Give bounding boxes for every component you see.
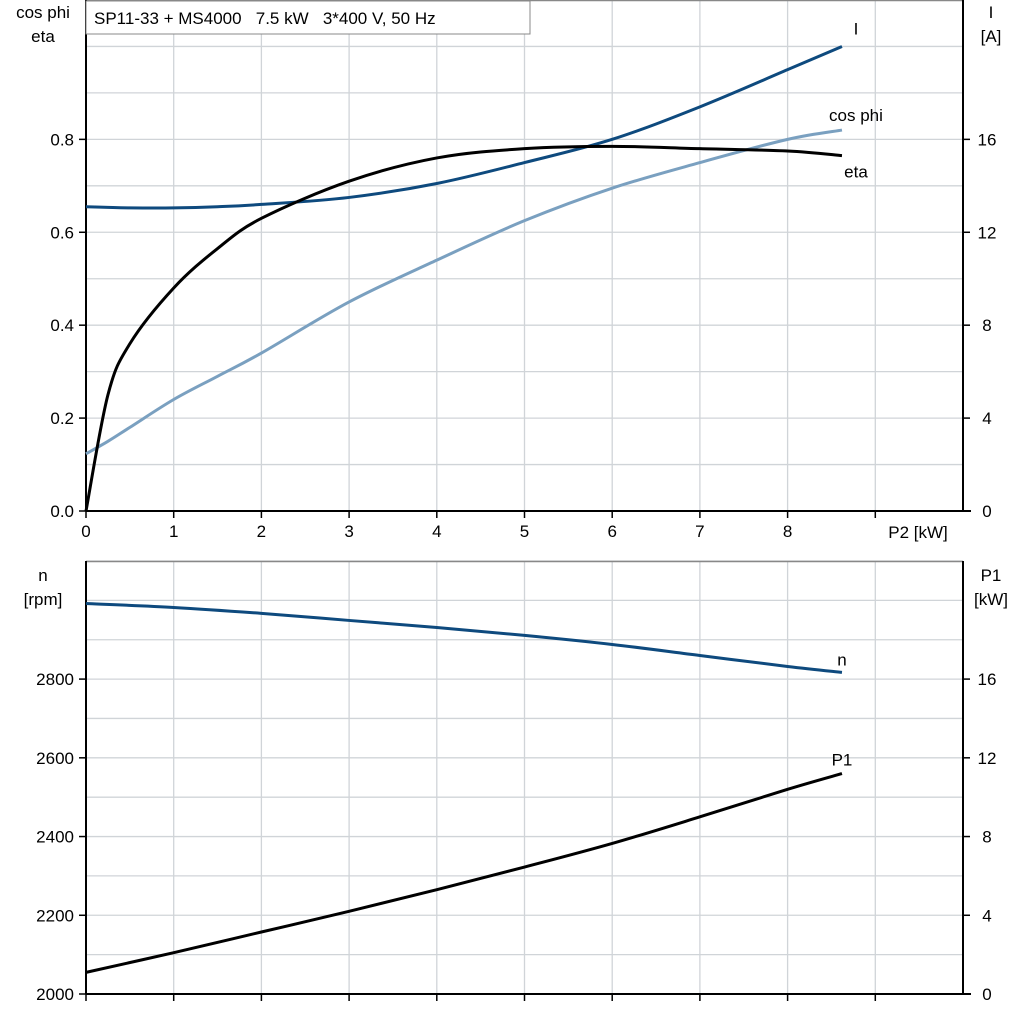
- y-tick-label-left: 2000: [36, 985, 74, 1004]
- y-axis-label-left: n: [38, 566, 47, 585]
- chart-title: SP11-33 + MS4000 7.5 kW 3*400 V, 50 Hz: [94, 9, 436, 28]
- bottom-grid: [86, 560, 963, 994]
- top-grid: [86, 0, 963, 511]
- y-tick-label-right: 8: [982, 828, 991, 847]
- curve-n: [85, 602, 843, 674]
- x-tick-label: 6: [607, 522, 616, 541]
- y-tick-label-right: 4: [982, 906, 991, 925]
- series-label-n: n: [837, 650, 846, 669]
- y-tick-label-right: 4: [982, 409, 991, 428]
- y-tick-label-right: 12: [978, 749, 997, 768]
- y-tick-label-left: 0.4: [50, 316, 74, 335]
- x-tick-label: 8: [783, 522, 792, 541]
- series-label-i: I: [854, 19, 859, 38]
- x-tick-label: 2: [257, 522, 266, 541]
- series-label-cos-phi: cos phi: [829, 106, 883, 125]
- y-axis-label-right: [A]: [981, 27, 1002, 46]
- x-tick-label: 3: [344, 522, 353, 541]
- y-tick-label-right: 0: [982, 502, 991, 521]
- y-axis-label-left: eta: [31, 27, 55, 46]
- y-tick-label-right: 12: [978, 223, 997, 242]
- y-tick-label-right: 8: [982, 316, 991, 335]
- series-label-p1: P1: [832, 751, 853, 770]
- y-tick-label-left: 2600: [36, 749, 74, 768]
- y-tick-label-right: 16: [978, 130, 997, 149]
- y-axis-label-right: P1: [981, 566, 1002, 585]
- curve-i: [85, 45, 843, 210]
- series-label-eta: eta: [844, 163, 868, 182]
- curves: [84, 45, 843, 974]
- y-axis-label-left: cos phi: [16, 3, 70, 22]
- y-tick-label-left: 0.8: [50, 130, 74, 149]
- y-tick-label-left: 0.6: [50, 223, 74, 242]
- curve-eta: [84, 144, 843, 512]
- y-axis-label-right: I: [989, 3, 994, 22]
- y-tick-label-left: 2200: [36, 906, 74, 925]
- y-tick-label-left: 2800: [36, 670, 74, 689]
- y-tick-label-right: 16: [978, 670, 997, 689]
- x-axis-label: P2 [kW]: [888, 523, 948, 542]
- title-box: [85, 0, 531, 35]
- x-tick-label: 5: [520, 522, 529, 541]
- y-tick-label-left: 0.2: [50, 409, 74, 428]
- x-tick-label: 4: [432, 522, 441, 541]
- x-tick-label: 0: [81, 522, 90, 541]
- y-tick-label-right: 0: [982, 985, 991, 1004]
- y-tick-label-left: 0.0: [50, 502, 74, 521]
- y-axis-label-right: [kW]: [974, 590, 1008, 609]
- x-tick-label: 1: [169, 522, 178, 541]
- y-axis-label-left: [rpm]: [24, 590, 63, 609]
- y-tick-label-left: 2400: [36, 828, 74, 847]
- curve-cos-phi: [85, 128, 843, 456]
- curve-p1: [85, 772, 843, 974]
- x-tick-label: 7: [695, 522, 704, 541]
